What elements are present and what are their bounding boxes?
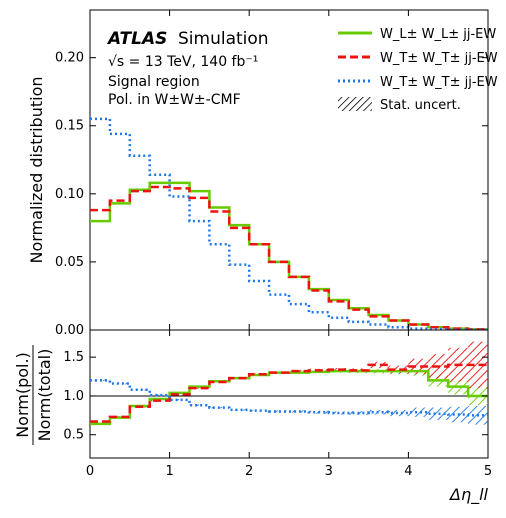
- x-tick-label: 2: [245, 464, 253, 479]
- x-tick-label: 4: [404, 464, 412, 479]
- ratio-unc-band-1: [169, 393, 190, 396]
- legend-hatch-stat: [338, 97, 372, 111]
- region-label: Signal region: [108, 74, 200, 90]
- top-y-tick-label: 0.05: [55, 255, 84, 270]
- bottom-y-tick-label: 1.0: [63, 389, 84, 404]
- legend-label-tt-blue: W_T± W_T± jj-EW: [380, 75, 498, 90]
- atlas-experiment: ATLAS: [106, 29, 167, 49]
- ratio-denominator-label: Norm(total): [35, 349, 54, 442]
- top-histograms: [90, 117, 488, 330]
- x-tick-label: 1: [165, 464, 173, 479]
- ratio-unc-band-1: [189, 387, 210, 389]
- x-tick-label: 5: [484, 464, 492, 479]
- ratio-unc-band-2: [149, 394, 170, 396]
- top-y-axis-title: Normalized distribution: [27, 77, 46, 264]
- top-y-tick-label: 0.10: [55, 187, 84, 202]
- bottom-y-axis-title: Norm(pol.) Norm(total): [13, 345, 54, 445]
- bottom-plot-frame: [89, 329, 489, 459]
- ratio-unc-band-2: [109, 382, 130, 385]
- x-tick-label: 0: [86, 464, 94, 479]
- x-axis-title: Δη_ll: [448, 485, 489, 505]
- bottom-y-ticks: 0.5 1.0 1.5: [63, 350, 488, 443]
- top-y-tick-label: 0.00: [55, 323, 84, 338]
- ratio-unc-band-2: [169, 399, 190, 401]
- ratio-unc-band-2: [129, 388, 150, 391]
- ratio-unc-band-2: [408, 407, 429, 417]
- pol-frame-label: Pol. in W±W±-CMF: [108, 92, 241, 108]
- x-tick-label: 3: [325, 464, 333, 479]
- atlas-subtitle: Simulation: [178, 29, 269, 49]
- top-y-tick-label: 0.20: [55, 51, 84, 66]
- atlas-label: ATLAS Simulation √s = 13 TeV, 140 fb⁻¹ S…: [106, 29, 269, 108]
- ratio-unc-band-1: [468, 341, 488, 389]
- ratio-series-1: [90, 363, 488, 423]
- energy-label: √s = 13 TeV, 140 fb⁻¹: [108, 54, 258, 70]
- ratio-unc-band-2: [90, 379, 110, 382]
- legend: W_L± W_L± jj-EW W_T± W_T± jj-EW W_T± W_T…: [338, 27, 498, 113]
- ratio-histograms: [90, 341, 488, 426]
- legend-label-tt-red: W_T± W_T± jj-EW: [380, 51, 498, 66]
- legend-label-stat: Stat. uncert.: [380, 98, 461, 113]
- ratio-numerator-label: Norm(pol.): [13, 352, 32, 438]
- bottom-y-tick-label: 1.5: [63, 350, 84, 365]
- ratio-unc-band-2: [428, 407, 449, 420]
- ratio-unc-band-2: [388, 409, 409, 417]
- top-series-1: [90, 185, 488, 330]
- ratio-unc-band-2: [289, 410, 309, 413]
- top-series-0: [90, 181, 488, 330]
- top-panel: 0.00 0.05 0.10 0.15 0.20 Normalized distribu…: [27, 9, 498, 338]
- ratio-unc-band-1: [368, 361, 389, 369]
- top-y-ticks: 0.00 0.05 0.10 0.15 0.20: [55, 51, 488, 338]
- bottom-y-tick-label: 0.5: [63, 428, 84, 443]
- ratio-unc-band-2: [229, 409, 250, 411]
- ratio-unc-band-2: [189, 404, 210, 407]
- ratio-unc-band-1: [90, 420, 110, 423]
- top-y-tick-label: 0.15: [55, 119, 84, 134]
- ratio-series-2: [90, 379, 488, 417]
- ratio-unc-band-1: [388, 365, 409, 374]
- top-series-2: [90, 117, 488, 330]
- x-ticks: 0 1 2 3 4 5: [86, 10, 492, 479]
- ratio-unc-band-2: [249, 409, 270, 412]
- legend-label-ll: W_L± W_L± jj-EW: [380, 27, 496, 42]
